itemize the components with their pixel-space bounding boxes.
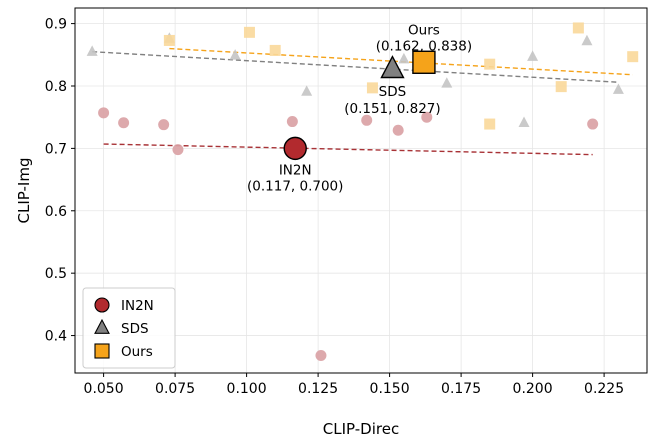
sds-mean-label: SDS: [379, 84, 407, 100]
in2n-point: [392, 124, 404, 136]
sds-trend-line: [92, 50, 619, 83]
sds-point: [527, 50, 539, 61]
legend-in2n-label: IN2N: [121, 298, 154, 314]
in2n-point: [286, 116, 298, 128]
ours-point: [627, 51, 639, 63]
grid: [75, 8, 647, 373]
ours-point: [572, 22, 584, 34]
x-tick-label: 0.100: [227, 381, 267, 397]
sds-point: [398, 52, 410, 64]
in2n-mean-marker: [283, 136, 307, 161]
sds-point: [518, 116, 530, 127]
x-tick-label: 0.175: [441, 381, 481, 397]
sds-point: [229, 49, 241, 60]
in2n-point: [172, 144, 184, 156]
y-axis-label: CLIP-Img: [15, 158, 33, 224]
x-tick-label: 0.050: [84, 381, 124, 397]
sds-point: [301, 85, 313, 96]
ours-point: [484, 58, 496, 70]
y-tick-label: 0.9: [45, 17, 67, 33]
ours-point: [243, 26, 255, 38]
sds-mean-coords: (0.151, 0.827): [344, 101, 440, 117]
x-tick-label: 0.200: [513, 381, 553, 397]
y-tick-label: 0.4: [45, 329, 67, 345]
in2n-point: [98, 107, 110, 119]
x-axis-label: CLIP-Direc: [323, 420, 399, 438]
ours-point: [163, 34, 175, 46]
y-tick-label: 0.5: [45, 266, 67, 282]
sds-mean-marker: [380, 55, 405, 79]
x-axis-ticks: 0.050 0.075 0.100 0.125 0.150 0.175 0.200 0.225: [84, 373, 624, 397]
legend-ours-marker: [94, 343, 110, 359]
sds-point: [86, 45, 98, 56]
sds-point: [581, 34, 593, 46]
legend: IN2N SDS Ours: [82, 287, 176, 369]
ours-point: [555, 81, 567, 93]
in2n-trend-line: [103, 143, 593, 156]
sds-point: [441, 77, 453, 88]
ours-mean-coords: (0.162, 0.838): [376, 38, 472, 54]
legend-ours-label: Ours: [121, 344, 153, 360]
plot-frame: [74, 7, 648, 374]
annotations: IN2N(0.117, 0.700) SDS(0.151, 0.827) Ours(…: [247, 22, 472, 194]
data-points: [86, 22, 639, 362]
mean-markers: [283, 50, 436, 161]
in2n-point: [421, 111, 433, 123]
sds-point: [612, 83, 624, 94]
ours-mean-marker: [412, 50, 436, 74]
in2n-point: [315, 350, 327, 362]
in2n-mean-label: IN2N: [279, 162, 312, 178]
legend-sds-marker: [94, 318, 110, 334]
in2n-point: [118, 117, 130, 129]
in2n-point: [158, 119, 170, 131]
legend-sds-label: SDS: [121, 321, 149, 337]
x-tick-label: 0.225: [584, 381, 624, 397]
in2n-point: [361, 114, 373, 126]
y-tick-label: 0.8: [45, 79, 67, 95]
legend-in2n-marker: [94, 297, 110, 313]
x-tick-label: 0.075: [155, 381, 195, 397]
x-tick-label: 0.125: [298, 381, 338, 397]
y-tick-label: 0.7: [45, 141, 67, 157]
y-tick-label: 0.6: [45, 204, 67, 220]
y-axis-ticks: 0.4 0.5 0.6 0.7 0.8 0.9: [45, 17, 75, 345]
x-tick-label: 0.150: [370, 381, 410, 397]
ours-mean-label: Ours: [408, 22, 440, 38]
in2n-mean-coords: (0.117, 0.700): [247, 178, 343, 194]
ours-point: [366, 82, 378, 94]
ours-point: [269, 44, 281, 56]
in2n-point: [587, 118, 599, 130]
ours-point: [484, 118, 496, 130]
